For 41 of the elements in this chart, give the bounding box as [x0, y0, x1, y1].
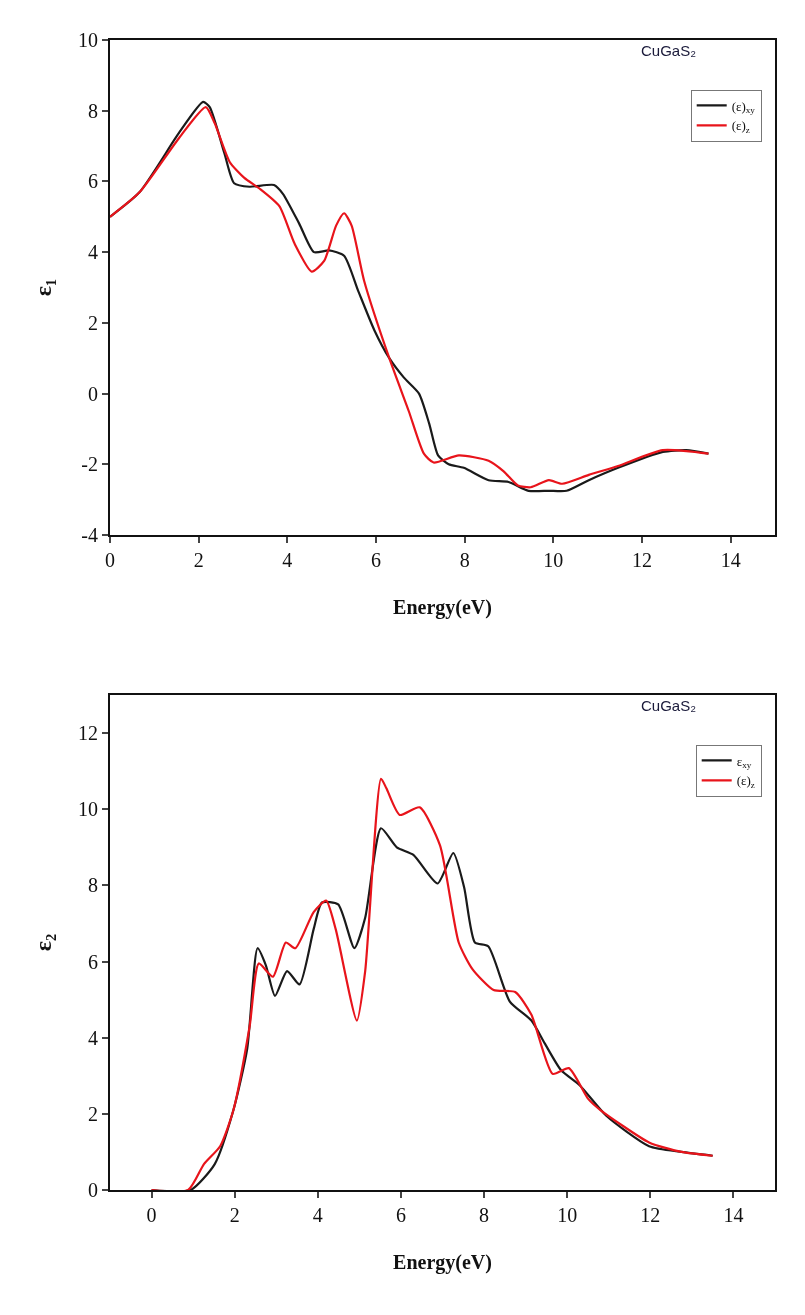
x-tick-label: 10: [543, 549, 564, 571]
y-tick-label: 6: [88, 950, 98, 973]
y-tick-label: 2: [88, 1102, 98, 1125]
y-tick-label: 4: [88, 1026, 98, 1049]
y-tick-label: -2: [81, 453, 98, 476]
x-tick-label: 8: [479, 1204, 490, 1226]
y-tick-label: 0: [88, 1179, 98, 1201]
x-tick-label: 12: [640, 1204, 661, 1226]
y-tick-label: 6: [88, 170, 98, 193]
y-axis-title: ε₁: [30, 278, 56, 297]
x-tick-label: 14: [723, 1204, 744, 1226]
y-tick-label: 8: [88, 874, 98, 897]
x-tick-label: 12: [632, 549, 652, 571]
y-axis-title: ε₂: [30, 933, 56, 952]
annotation: CuGaS₂: [641, 697, 697, 714]
y-tick-label: 12: [78, 722, 98, 745]
legend-label: (ε)$_{xy}$: [731, 98, 756, 116]
x-tick-label: 4: [282, 549, 293, 571]
legend-label: ε$_{xy}$: [736, 753, 752, 771]
annotation: CuGaS₂: [641, 42, 697, 59]
x-tick-label: 4: [312, 1204, 323, 1226]
x-axis-title: Energy(eV): [393, 596, 492, 619]
y-tick-label: 2: [88, 311, 98, 334]
y-tick-label: 10: [78, 798, 98, 821]
y-tick-label: 10: [78, 29, 98, 51]
legend-label: (ε)$_{z}$: [731, 118, 750, 136]
y-tick-label: 0: [88, 382, 98, 405]
x-tick-label: 6: [371, 549, 381, 571]
legend-label: (ε)$_{z}$: [736, 773, 755, 791]
x-tick-label: 10: [557, 1204, 578, 1226]
x-tick-label: 8: [459, 549, 470, 571]
x-tick-label: 14: [720, 549, 741, 571]
y-tick-label: -4: [81, 524, 98, 546]
x-tick-label: 6: [395, 1204, 406, 1226]
y-tick-label: 8: [88, 99, 98, 122]
x-axis-title: Energy(eV): [393, 1251, 492, 1274]
x-tick-label: 0: [146, 1204, 157, 1226]
x-tick-label: 0: [105, 549, 115, 571]
x-tick-label: 2: [229, 1204, 240, 1226]
x-tick-label: 2: [193, 549, 204, 571]
y-tick-label: 4: [88, 241, 98, 264]
